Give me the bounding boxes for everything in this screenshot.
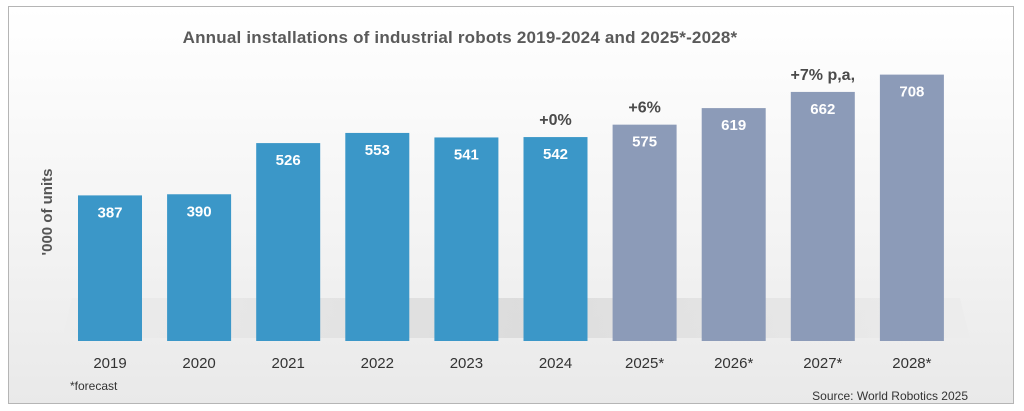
bars bbox=[78, 74, 944, 342]
x-tick-label: 2021 bbox=[272, 355, 305, 372]
chart-title: Annual installations of industrial robot… bbox=[183, 28, 738, 47]
bar-2020 bbox=[167, 194, 232, 341]
x-axis-ticks: 2019 2020 2021 2022 2023 2024 2025* 2026* 2027* 2… bbox=[93, 355, 931, 372]
x-tick-label: 2022 bbox=[361, 355, 394, 372]
data-label: 708 bbox=[899, 84, 924, 101]
source-note: Source: World Robotics 2025 bbox=[812, 389, 968, 403]
annotations: +0% +6% +7% p,a, bbox=[539, 67, 855, 129]
x-tick-label: 2024 bbox=[539, 355, 572, 372]
x-tick-label: 2028* bbox=[892, 355, 931, 372]
growth-annotation: +0% bbox=[539, 112, 571, 129]
footnote: *forecast bbox=[70, 379, 118, 393]
bar-2021 bbox=[256, 143, 321, 341]
data-label: 542 bbox=[543, 146, 568, 163]
x-tick-label: 2019 bbox=[93, 355, 126, 372]
data-label: 619 bbox=[721, 117, 746, 134]
bar-2022 bbox=[345, 132, 410, 341]
data-label: 553 bbox=[365, 142, 390, 159]
x-tick-label: 2020 bbox=[182, 355, 215, 372]
data-label: 662 bbox=[810, 101, 835, 118]
bar-2026-forecast bbox=[701, 108, 766, 341]
bar-2025-forecast bbox=[612, 124, 677, 341]
data-labels: 387 390 526 553 541 542 575 619 662 708 bbox=[97, 84, 924, 222]
y-axis-label: '000 of units bbox=[39, 169, 56, 256]
growth-annotation: +6% bbox=[628, 100, 660, 117]
data-label: 541 bbox=[454, 146, 479, 163]
x-tick-label: 2026* bbox=[714, 355, 753, 372]
growth-annotation: +7% p,a, bbox=[791, 67, 855, 84]
bar-2024 bbox=[523, 137, 588, 341]
bar-2027-forecast bbox=[790, 91, 855, 341]
bar-2019 bbox=[78, 195, 142, 341]
bar-2028-forecast bbox=[879, 74, 944, 342]
data-label: 390 bbox=[187, 203, 212, 220]
data-label: 387 bbox=[97, 204, 122, 221]
data-label: 575 bbox=[632, 134, 657, 151]
bar-2023 bbox=[434, 137, 499, 341]
x-tick-label: 2027* bbox=[803, 355, 842, 372]
data-label: 526 bbox=[276, 152, 301, 169]
x-tick-label: 2025* bbox=[625, 355, 664, 372]
x-tick-label: 2023 bbox=[450, 355, 483, 372]
